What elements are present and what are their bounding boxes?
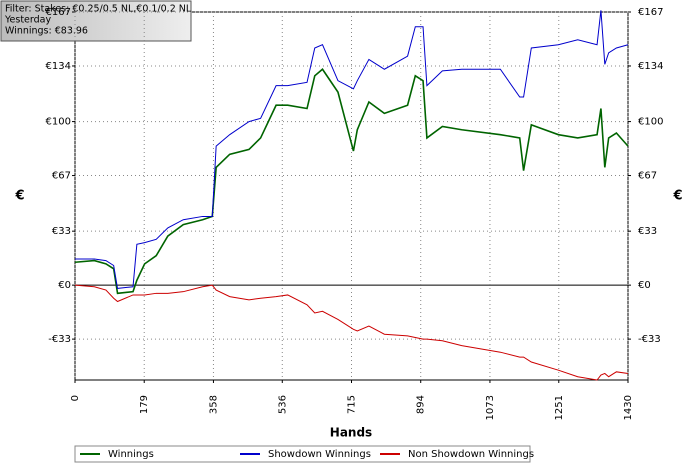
x-tick-label: 0 bbox=[70, 395, 81, 401]
y2-tick-label: €33 bbox=[638, 226, 657, 237]
y2-tick-label: €134 bbox=[638, 61, 663, 72]
y2-tick-label: €167 bbox=[638, 7, 663, 18]
filter-box bbox=[0, 0, 192, 42]
x-tick-label: 894 bbox=[416, 395, 427, 414]
y-tick-label: €100 bbox=[46, 117, 71, 128]
x-tick-label: 715 bbox=[347, 395, 358, 414]
y-tick-label: €67 bbox=[52, 171, 71, 182]
x-tick-label: 1251 bbox=[554, 395, 565, 420]
x-tick-label: 536 bbox=[277, 395, 288, 414]
series-line bbox=[75, 10, 629, 289]
y-tick-label: €167 bbox=[46, 7, 71, 18]
x-tick-label: 1073 bbox=[485, 395, 496, 420]
y2-tick-label: €67 bbox=[638, 171, 657, 182]
legend-label: Non Showdown Winnings bbox=[408, 449, 534, 460]
series-line bbox=[74, 68, 629, 295]
legend-label: Showdown Winnings bbox=[268, 449, 371, 460]
x-tick-label: 179 bbox=[139, 395, 150, 414]
series-line bbox=[74, 284, 629, 381]
y-tick-label: -€33 bbox=[48, 334, 71, 345]
y-tick-label: €33 bbox=[52, 226, 71, 237]
legend-label: Winnings bbox=[108, 449, 154, 460]
y-tick-label: €0 bbox=[58, 280, 71, 291]
filter-text: Filter: Stakes: €0.25/0.5 NL,€0.1/0.2 NL bbox=[5, 4, 192, 15]
y2-axis-label: € bbox=[672, 189, 682, 204]
y2-tick-label: €100 bbox=[638, 117, 663, 128]
legend bbox=[74, 445, 531, 463]
y2-tick-label: -€33 bbox=[638, 334, 661, 345]
y2-tick-label: €0 bbox=[638, 280, 651, 291]
filter-text: Yesterday bbox=[4, 15, 51, 26]
filter-text: Winnings: €83.96 bbox=[5, 26, 88, 37]
x-tick-label: 358 bbox=[208, 395, 219, 414]
y-tick-label: €134 bbox=[46, 61, 71, 72]
y-axis-label: € bbox=[14, 189, 24, 204]
x-tick-label: 1430 bbox=[623, 395, 634, 420]
x-axis-label: Hands bbox=[330, 426, 372, 440]
